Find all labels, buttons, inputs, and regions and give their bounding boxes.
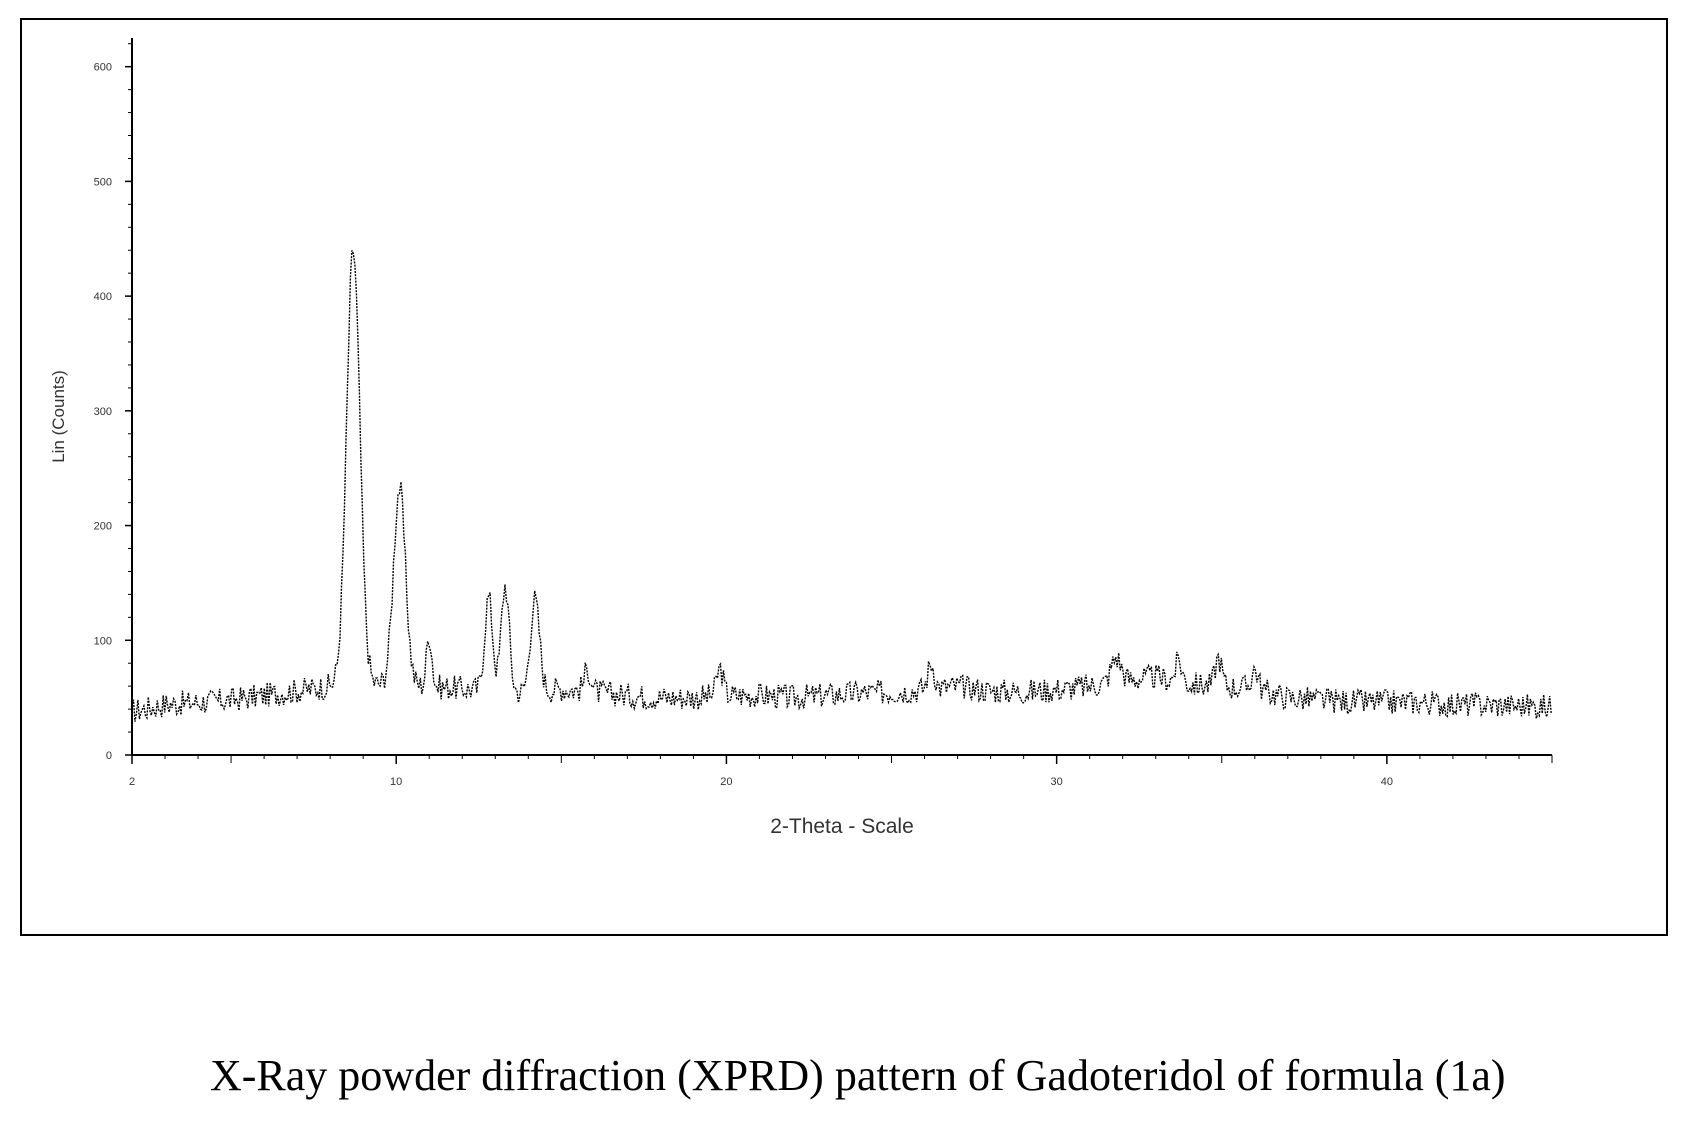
x-tick-label: 20 (720, 776, 732, 788)
y-tick-label: 600 (94, 62, 112, 74)
y-tick-label: 400 (94, 291, 112, 303)
x-axis-ticks: 2 10 20 30 40 (129, 755, 1553, 788)
x-axis-label: 2-Theta - Scale (770, 815, 914, 838)
figure-caption: X-Ray powder diffraction (XPRD) pattern … (210, 1051, 1506, 1100)
y-axis-ticks: 0 100 200 300 400 500 600 (94, 43, 132, 762)
diffraction-pattern-line (131, 250, 1552, 722)
chart-frame: 0 100 200 300 400 500 600 2 10 20 30 40 Lin (Count… (20, 18, 1668, 936)
x-tick-label: 2 (129, 776, 135, 788)
y-tick-label: 200 (94, 521, 112, 533)
x-tick-label: 10 (390, 776, 402, 788)
y-tick-label: 0 (106, 750, 112, 762)
x-tick-label: 40 (1381, 776, 1393, 788)
x-tick-label: 30 (1051, 776, 1063, 788)
y-tick-label: 300 (94, 406, 112, 418)
xrd-chart: 0 100 200 300 400 500 600 2 10 20 30 40 Lin (Count… (49, 38, 1553, 838)
y-axis-label: Lin (Counts) (49, 370, 68, 463)
y-tick-label: 100 (94, 635, 112, 647)
y-tick-label: 500 (94, 176, 112, 188)
